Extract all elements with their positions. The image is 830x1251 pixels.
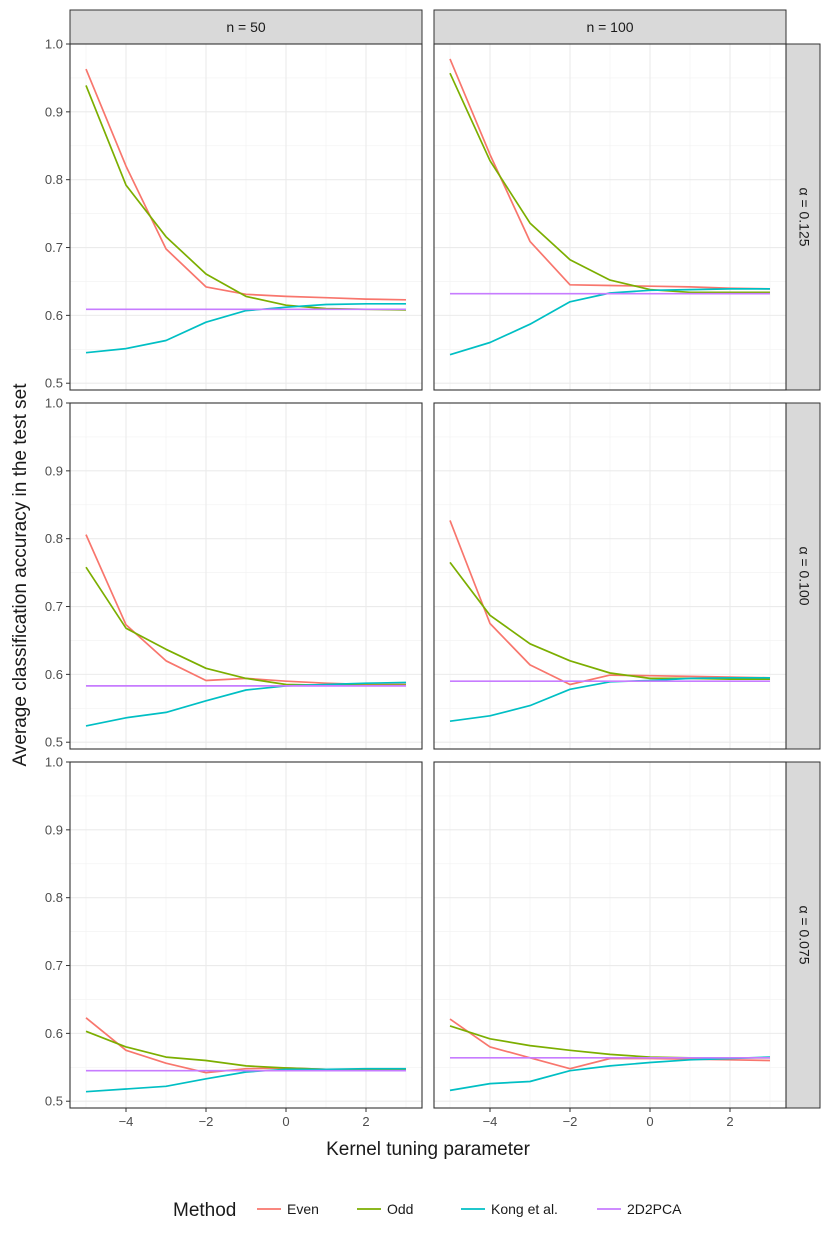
panel-border xyxy=(69,761,423,1109)
y-tick-label: 1.0 xyxy=(45,37,63,52)
series-line-kong-et-al xyxy=(85,302,406,354)
x-tick-label: 0 xyxy=(282,1114,289,1129)
legend-label: Even xyxy=(287,1201,319,1217)
y-tick-label: 0.9 xyxy=(45,104,63,119)
panel-border xyxy=(433,761,787,1109)
x-axis-title: Kernel tuning parameter xyxy=(326,1139,531,1160)
y-tick-label: 0.8 xyxy=(45,172,63,187)
series-line-even xyxy=(449,520,771,686)
y-tick-label: 0.7 xyxy=(45,599,63,614)
panel-border xyxy=(433,402,787,750)
series-line-odd xyxy=(85,1030,406,1071)
x-tick-label: 0 xyxy=(646,1114,653,1129)
series-line-odd xyxy=(449,72,770,294)
legend-label: Odd xyxy=(387,1201,413,1217)
y-tick-label: 0.5 xyxy=(45,376,63,391)
series-line-kong-et-al xyxy=(85,1067,406,1093)
y-tick-label: 1.0 xyxy=(45,755,63,770)
row-strip-label: α = 0.125 xyxy=(796,187,812,246)
row-strip xyxy=(785,761,821,1109)
y-tick-label: 0.5 xyxy=(45,1094,63,1109)
y-tick-label: 0.9 xyxy=(45,463,63,478)
x-tick-label: 2 xyxy=(726,1114,733,1129)
series-line-odd xyxy=(449,561,770,680)
legend-label: 2D2PCA xyxy=(627,1201,682,1217)
y-tick-label: 0.7 xyxy=(45,240,63,255)
x-tick-label: −2 xyxy=(199,1114,214,1129)
panel-border xyxy=(433,43,787,391)
y-tick-label: 0.8 xyxy=(45,890,63,905)
legend-title: Method xyxy=(173,1200,236,1221)
series-line-even xyxy=(449,58,771,290)
x-tick-label: −4 xyxy=(483,1114,498,1129)
x-tick-label: −4 xyxy=(119,1114,134,1129)
series-line-kong-et-al xyxy=(449,1056,771,1092)
y-tick-label: 0.7 xyxy=(45,958,63,973)
series-line-even xyxy=(85,68,407,301)
column-strip xyxy=(433,9,787,45)
row-strip xyxy=(785,402,821,750)
y-axis-title: Average classification accuracy in the t… xyxy=(10,383,31,767)
y-tick-label: 0.6 xyxy=(45,667,63,682)
y-tick-label: 0.6 xyxy=(45,1026,63,1041)
row-strip xyxy=(785,43,821,391)
series-line-kong-et-al xyxy=(85,681,407,727)
y-tick-label: 1.0 xyxy=(45,396,63,411)
row-strip-label: α = 0.100 xyxy=(796,546,812,605)
y-tick-label: 0.8 xyxy=(45,531,63,546)
column-strip-label: n = 50 xyxy=(226,19,266,35)
panel-border xyxy=(69,43,423,391)
panel-border xyxy=(69,402,423,750)
y-tick-label: 0.5 xyxy=(45,735,63,750)
row-strip-label: α = 0.075 xyxy=(796,905,812,964)
x-tick-label: 2 xyxy=(362,1114,369,1129)
column-strip xyxy=(69,9,423,45)
legend-label: Kong et al. xyxy=(491,1201,558,1217)
y-tick-label: 0.6 xyxy=(45,308,63,323)
column-strip-label: n = 100 xyxy=(586,19,633,35)
y-tick-label: 0.9 xyxy=(45,822,63,837)
x-tick-label: −2 xyxy=(563,1114,578,1129)
